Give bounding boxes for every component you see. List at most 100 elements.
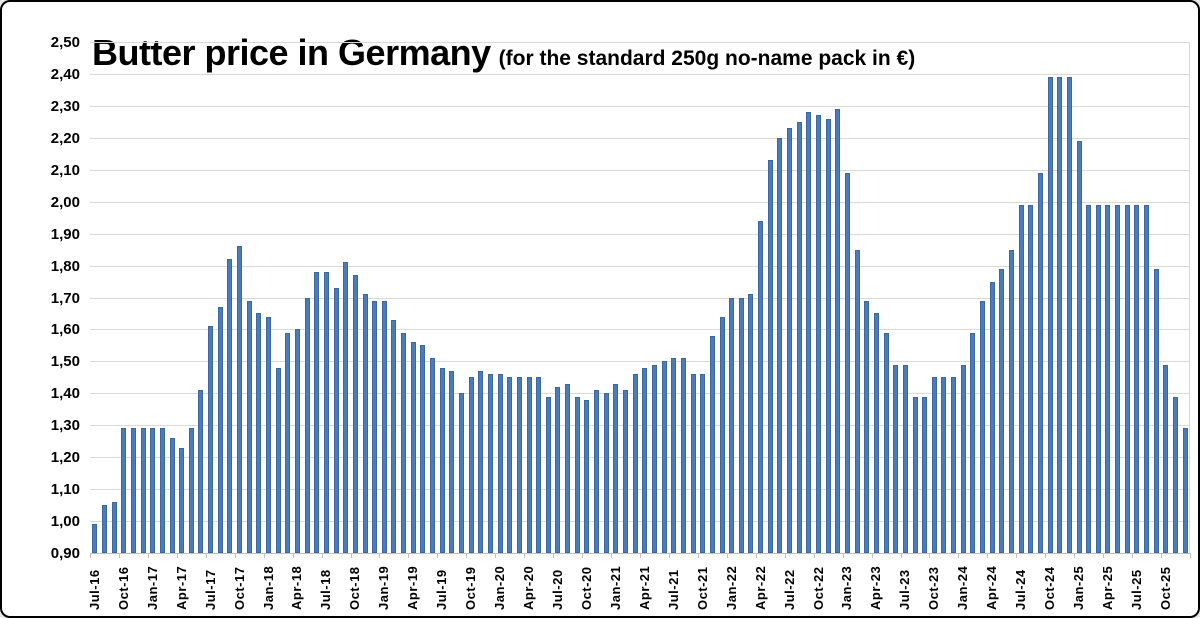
bar-Aug-17	[217, 307, 223, 553]
gridline	[90, 297, 1190, 299]
bar-Dec-21	[719, 316, 725, 553]
bar-Oct-16	[121, 428, 127, 553]
bar-Jun-23	[893, 364, 899, 553]
bar-May-24	[999, 268, 1005, 553]
x-axis-tick-label: Apr-25	[1099, 565, 1115, 610]
y-axis-tick-label: 2,10	[50, 161, 80, 179]
bar-Aug-22	[796, 121, 802, 553]
bar-Oct-25	[1163, 364, 1169, 553]
x-axis-tick	[118, 553, 120, 558]
bar-Jan-20	[497, 374, 503, 553]
x-axis-tick	[437, 553, 439, 558]
bar-Jan-18	[266, 316, 271, 553]
x-axis-tick	[813, 553, 815, 558]
x-axis-tick-label: Jan-17	[144, 565, 160, 610]
x-axis-tick-label: Oct-24	[1042, 566, 1058, 610]
bar-Feb-25	[1086, 204, 1092, 553]
bar-Dec-19	[487, 374, 493, 553]
bar-Oct-23	[931, 377, 937, 553]
x-axis-tick-label: Jul-24	[1013, 569, 1029, 610]
y-axis-tick-label: 2,40	[50, 65, 80, 83]
y-axis-tick-label: 2,00	[50, 193, 80, 211]
x-axis-tick-label: Apr-20	[521, 565, 537, 610]
bar-Apr-22	[758, 220, 764, 553]
gridline	[90, 265, 1190, 267]
x-axis-tick-label: Jan-20	[492, 565, 508, 610]
bar-Oct-19	[468, 377, 474, 553]
x-axis-tick-label: Jul-17	[202, 569, 218, 610]
x-axis-tick-label: Jul-19	[434, 569, 450, 610]
x-axis-tick	[234, 553, 236, 558]
bar-Sep-25	[1153, 268, 1159, 553]
bar-Jul-21	[671, 358, 677, 553]
x-axis-tick-label: Jul-22	[781, 569, 797, 610]
x-axis-tick	[379, 553, 381, 558]
x-axis-tick	[350, 553, 352, 558]
y-axis-tick-label: 1,00	[50, 513, 80, 531]
bar-Sep-20	[574, 396, 580, 553]
bar-Mar-24	[980, 300, 986, 553]
bar-Nov-16	[130, 428, 136, 553]
x-axis-tick	[292, 553, 294, 558]
gridline	[90, 169, 1190, 171]
bar-Jun-19	[430, 358, 436, 553]
x-axis-tick	[466, 553, 468, 558]
bar-Aug-16	[101, 505, 107, 553]
x-axis-tick-label: Oct-22	[810, 566, 826, 610]
bar-Sep-18	[343, 262, 349, 553]
bar-May-23	[883, 332, 889, 553]
x-axis-tick	[784, 553, 786, 558]
x-axis-tick-label: Jan-21	[607, 565, 623, 610]
bar-May-20	[536, 377, 542, 553]
bar-Jul-22	[787, 128, 793, 553]
gridline	[90, 42, 1190, 43]
bar-Jun-21	[661, 361, 667, 553]
bar-Dec-16	[140, 428, 146, 553]
bar-Oct-21	[700, 374, 706, 553]
x-axis-tick	[1103, 553, 1105, 558]
x-axis-tick-label: Jan-18	[260, 565, 276, 610]
bar-Mar-18	[285, 332, 291, 553]
x-axis-tick-label: Oct-16	[115, 566, 131, 610]
x-axis-tick	[929, 553, 931, 558]
x-axis-tick-label: Jul-23	[897, 569, 913, 610]
bar-Jun-18	[314, 271, 320, 553]
x-axis-tick	[640, 553, 641, 558]
x-axis-tick-label: Oct-19	[463, 566, 479, 610]
bar-Feb-21	[623, 390, 629, 553]
x-axis-tick	[668, 553, 670, 558]
bar-Feb-17	[159, 428, 165, 553]
bar-Jan-17	[150, 428, 156, 553]
x-axis-tick-label: Jul-18	[318, 569, 334, 610]
gridline	[90, 489, 1190, 491]
x-axis-tick	[408, 553, 410, 558]
bar-Sep-17	[227, 259, 233, 553]
x-axis-tick	[900, 553, 902, 558]
y-axis-tick-label: 1,30	[50, 417, 80, 435]
bar-Oct-18	[352, 275, 358, 553]
bar-Mar-19	[401, 332, 407, 553]
bar-Feb-18	[275, 367, 281, 553]
bar-Mar-17	[169, 438, 175, 553]
bar-May-18	[304, 297, 310, 553]
bar-Jul-25	[1134, 204, 1140, 553]
x-axis-tick-label: Apr-22	[752, 565, 768, 610]
bar-Feb-24	[970, 332, 976, 553]
bar-Feb-19	[391, 319, 397, 553]
x-axis-tick	[321, 553, 323, 558]
bar-May-19	[420, 345, 426, 553]
bar-Feb-23	[854, 249, 860, 553]
x-axis-tick-label: Oct-17	[231, 566, 247, 610]
bar-Jun-20	[545, 396, 551, 553]
bar-Dec-25	[1182, 428, 1188, 553]
bar-Oct-20	[584, 399, 590, 553]
gridline	[90, 393, 1190, 395]
x-axis-tick	[176, 553, 178, 558]
bar-Mar-21	[632, 374, 638, 553]
bar-Jul-23	[902, 364, 908, 553]
y-axis-tick-label: 2,50	[50, 34, 80, 51]
bar-Nov-19	[478, 370, 484, 553]
gridline	[90, 233, 1190, 235]
x-axis-tick	[495, 553, 497, 558]
